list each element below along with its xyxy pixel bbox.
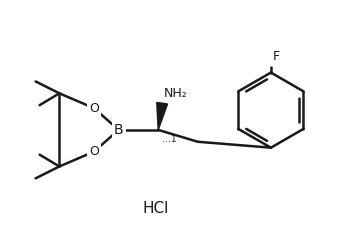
Text: NH₂: NH₂ xyxy=(164,87,188,100)
Text: B: B xyxy=(114,123,124,137)
Text: …1: …1 xyxy=(162,135,177,144)
Polygon shape xyxy=(157,102,168,130)
Text: O: O xyxy=(89,145,99,158)
Text: F: F xyxy=(273,50,280,63)
Text: HCl: HCl xyxy=(142,202,168,217)
Text: O: O xyxy=(89,102,99,115)
